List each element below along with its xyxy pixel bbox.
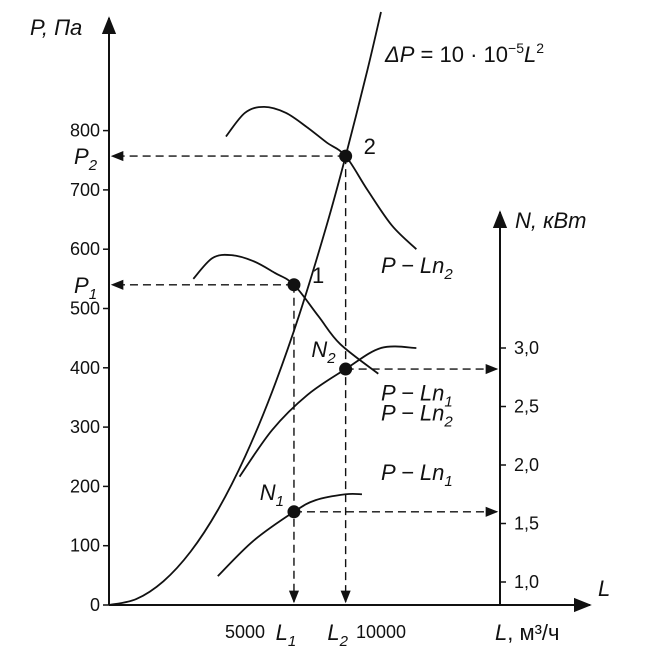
pressure-curve-label: P − Ln1 [381,380,453,410]
curves [108,11,417,606]
p-tick-label: 200 [70,476,100,496]
l-tick-label: 10000 [356,622,406,642]
pressure-marker-label: P1 [74,273,97,303]
network-curve [108,11,382,606]
l-axis-arrow-label: L [598,576,610,601]
power-point [287,505,301,519]
pressure-marker-label: P2 [74,144,98,174]
operating-point-label: 2 [364,134,376,159]
axes [101,16,592,613]
power-curve-label: P − Ln1 [381,460,453,490]
p-tick-label: 800 [70,121,100,141]
points [287,149,353,519]
p-tick-label: 400 [70,358,100,378]
network-formula: ΔP = 10 · 10−5L2 [384,40,544,67]
fan-pressure-curve [192,253,379,375]
power-curve-label: P − Ln2 [381,401,453,431]
p-tick-label: 100 [70,536,100,556]
p-tick-label: 300 [70,417,100,437]
operating-point [339,149,353,163]
p-tick-label: 0 [90,595,100,615]
fan-power-curve [217,492,362,577]
p-tick-label: 700 [70,180,100,200]
p-axis-label: P, Па [30,15,82,40]
l-axis-ticks: 5000 10000 [225,622,406,642]
n-tick-label: 3,0 [514,338,539,358]
p-axis-ticks: 0 100 200 300 400 500 600 700 800 [70,121,109,615]
p-tick-label: 600 [70,239,100,259]
fan-pressure-curve [225,105,417,250]
power-point [339,362,353,376]
n-tick-label: 1,5 [514,514,539,534]
n-tick-label: 1,0 [514,572,539,592]
p-tick-label: 500 [70,299,100,319]
power-point-label: N2 [311,337,336,367]
n-tick-label: 2,0 [514,455,539,475]
flow-marker-label: L2 [327,620,348,650]
l-tick-label: 5000 [225,622,265,642]
operating-point [287,278,301,292]
n-axis-label: N, кВт [515,208,587,233]
n-tick-label: 2,5 [514,397,539,417]
n-axis-ticks: 1,0 1,5 2,0 2,5 3,0 [500,338,539,592]
pressure-curve-label: P − Ln2 [381,253,453,283]
power-point-label: N1 [260,480,284,510]
operating-point-label: 1 [312,263,324,288]
l-axis-label: L, м³/ч [495,620,560,645]
flow-marker-label: L1 [276,620,297,650]
dashed-projections [110,151,499,604]
fan-power-curve [238,345,417,478]
